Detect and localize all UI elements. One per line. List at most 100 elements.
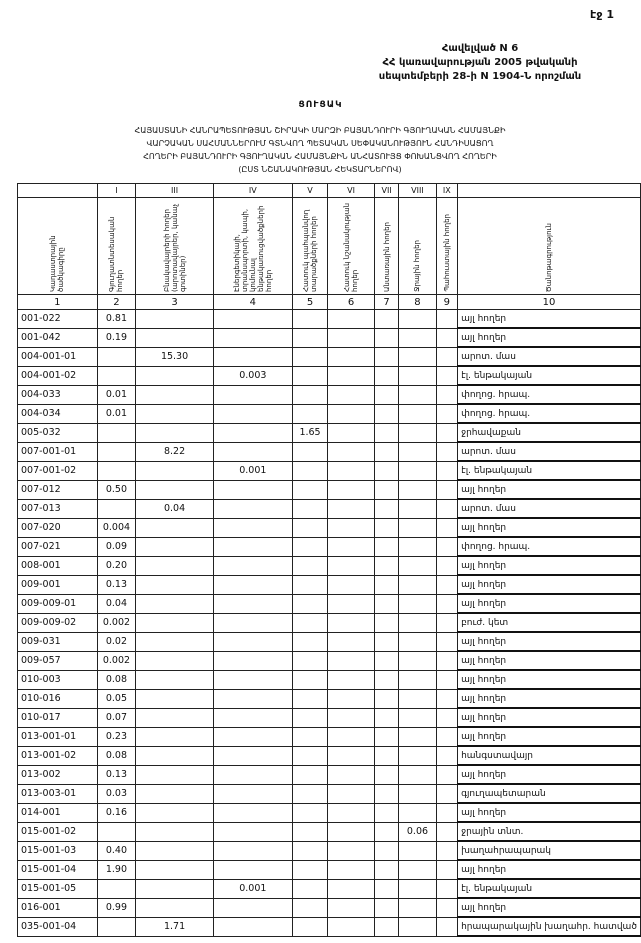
column-header: Ջրային հողեր xyxy=(413,240,422,292)
cell xyxy=(291,441,329,462)
cell xyxy=(373,309,400,329)
cell xyxy=(291,783,329,804)
cell xyxy=(398,707,437,728)
cell xyxy=(373,707,400,728)
cell xyxy=(135,821,214,842)
cell xyxy=(398,536,437,557)
cell xyxy=(435,536,459,557)
column-header: Գյուղատնտեսական հողեր xyxy=(108,216,125,292)
column-header: Պահուստային հողեր xyxy=(442,214,451,292)
cell xyxy=(135,783,214,804)
table-row: 005-032 1.65 ջրհավաքան xyxy=(17,422,641,443)
cell xyxy=(435,309,459,329)
cell xyxy=(398,365,437,386)
note: արոտ. մաս xyxy=(457,346,641,367)
cell xyxy=(435,897,459,918)
cell xyxy=(291,555,329,576)
cell xyxy=(212,384,293,405)
cell xyxy=(96,441,137,462)
cell xyxy=(373,384,400,405)
cell xyxy=(398,612,437,633)
cell xyxy=(327,479,375,500)
area-value: 0.81 xyxy=(96,309,137,329)
cell xyxy=(435,346,459,367)
title-line: ՀՈՂԵՐԻ ԲԱՅԱՆԴՈՒՐԻ ԳՅՈՒՂԱԿԱՆ ՀԱՄԱՅՆՔԻՆ ԱՆ… xyxy=(143,152,497,161)
cell xyxy=(212,840,293,861)
cell xyxy=(398,631,437,652)
cell xyxy=(398,422,437,443)
cell xyxy=(327,460,375,481)
cell xyxy=(327,726,375,747)
column-number: 9 xyxy=(435,294,459,310)
cell xyxy=(373,555,400,576)
column-number: 4 xyxy=(212,294,293,310)
table-row: 013-001-01 0.23 այլ հողեր xyxy=(17,726,641,747)
cell xyxy=(135,707,214,728)
cell xyxy=(327,309,375,329)
cell xyxy=(398,327,437,348)
column-header: Հատուկ նշանակության հողեր xyxy=(343,202,360,292)
column-number: 6 xyxy=(327,294,375,310)
cell xyxy=(291,327,329,348)
note: ջրհավաքան xyxy=(457,422,641,443)
cell xyxy=(398,802,437,823)
cell xyxy=(291,536,329,557)
note: արոտ. մաս xyxy=(457,498,641,519)
annex-line: սեպտեմբերի 28-ի N 1904-Ն որոշման xyxy=(378,71,582,82)
cell xyxy=(435,498,459,519)
area-value: 0.004 xyxy=(96,517,137,538)
cell xyxy=(212,309,293,329)
cell xyxy=(435,403,459,424)
note: փողոց. հրապ. xyxy=(457,384,641,405)
note: այլ հողեր xyxy=(457,650,641,671)
area-value: 0.04 xyxy=(96,593,137,614)
cell xyxy=(291,707,329,728)
cell xyxy=(327,631,375,652)
cell xyxy=(327,688,375,709)
cell xyxy=(398,498,437,519)
table-row: 009-009-01 0.04 այլ հողեր xyxy=(17,593,641,614)
cell xyxy=(212,802,293,823)
annex: Հավելված N 6 ՀՀ կառավարության 2005 թվակա… xyxy=(370,42,590,84)
cell xyxy=(327,536,375,557)
cell xyxy=(327,555,375,576)
cell xyxy=(398,460,437,481)
cell xyxy=(327,346,375,367)
code: 009-009-02 xyxy=(17,612,98,633)
cell xyxy=(435,612,459,633)
code: 004-001-02 xyxy=(17,365,98,386)
cell xyxy=(435,365,459,386)
area-value: 1.65 xyxy=(291,422,329,443)
note: այլ հողեր xyxy=(457,593,641,614)
table-row: 007-013 0.04 արոտ. մաս xyxy=(17,498,641,519)
table-row: 008-001 0.20 այլ հողեր xyxy=(17,555,641,576)
note: այլ հողեր xyxy=(457,669,641,690)
title-line: (ԸՍՏ ՆՇԱՆԱԿՈՒԹՅԱՆ ՀԵԿՏԱՐՆԵՐՈՎ) xyxy=(238,165,402,174)
cell xyxy=(373,859,400,880)
note: այլ հողեր xyxy=(457,726,641,747)
cell xyxy=(212,745,293,766)
table-row: 010-016 0.05 այլ հողեր xyxy=(17,688,641,709)
table-row: 009-057 0.002 այլ հողեր xyxy=(17,650,641,671)
code: 007-001-01 xyxy=(17,441,98,462)
cell xyxy=(212,707,293,728)
column-numeral: III xyxy=(135,183,214,198)
cell xyxy=(373,441,400,462)
note: էլ. ենթակայան xyxy=(457,460,641,481)
cell xyxy=(212,346,293,367)
table-row: 009-001 0.13 այլ հողեր xyxy=(17,574,641,595)
cell xyxy=(96,365,137,386)
cell xyxy=(435,802,459,823)
cell xyxy=(291,897,329,918)
cell xyxy=(212,916,293,937)
cell xyxy=(291,745,329,766)
cell xyxy=(135,726,214,747)
cell xyxy=(135,327,214,348)
area-value: 0.13 xyxy=(96,574,137,595)
cell xyxy=(435,517,459,538)
code: 010-016 xyxy=(17,688,98,709)
cell xyxy=(135,309,214,329)
code: 015-001-03 xyxy=(17,840,98,861)
note: այլ հողեր xyxy=(457,859,641,880)
cell xyxy=(327,422,375,443)
